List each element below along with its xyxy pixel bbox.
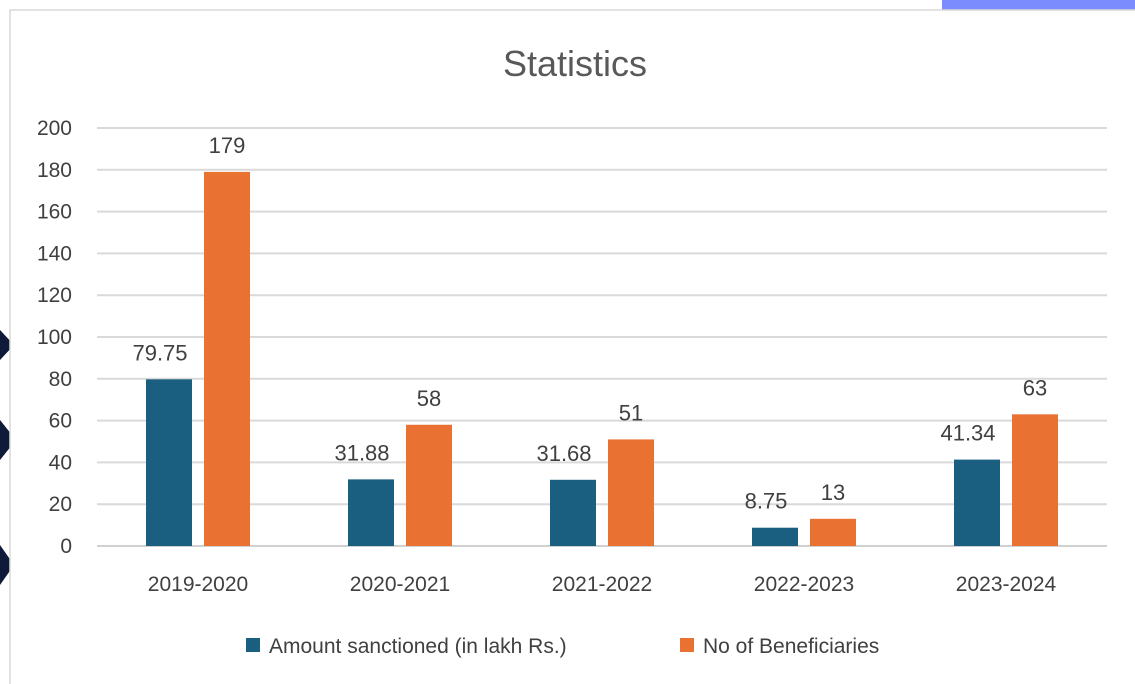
data-label-amount: 31.68 — [536, 441, 591, 466]
x-tick-label: 2023-2024 — [956, 573, 1057, 596]
data-label-beneficiaries: 51 — [619, 400, 643, 425]
page-frame-decoration — [0, 330, 16, 585]
gridlines — [97, 127, 1107, 506]
data-label-amount: 31.88 — [334, 440, 389, 465]
x-tick-label: 2020-2021 — [350, 573, 450, 596]
legend-label: Amount sanctioned (in lakh Rs.) — [269, 635, 567, 658]
y-tick-label: 0 — [60, 535, 72, 558]
bar-amount-2021-2022 — [550, 479, 596, 546]
data-label-beneficiaries: 179 — [209, 133, 246, 158]
bar-beneficiaries-2019-2020 — [204, 171, 250, 546]
legend-item-amount: Amount sanctioned (in lakh Rs.) — [246, 635, 567, 658]
legend: Amount sanctioned (in lakh Rs.) No of Ben… — [246, 635, 879, 658]
y-tick-label: 40 — [49, 451, 72, 474]
data-label-amount: 8.75 — [745, 489, 788, 514]
y-tick-label: 160 — [37, 201, 72, 224]
x-axis-ticks: 2019-2020 2020-2021 2021-2022 2022-2023 2023… — [148, 573, 1057, 596]
bar-amount-2019-2020 — [146, 379, 192, 546]
legend-item-beneficiaries: No of Beneficiaries — [680, 635, 879, 658]
data-label-amount: 41.34 — [940, 421, 995, 446]
bar-beneficiaries-2022-2023 — [810, 518, 856, 546]
data-labels: 79.75 179 31.88 58 31.68 51 8.75 13 41.34 63 — [132, 133, 1047, 514]
x-tick-label: 2021-2022 — [552, 573, 652, 596]
y-tick-label: 120 — [37, 284, 72, 307]
legend-swatch — [680, 638, 694, 652]
chart-frame — [9, 9, 1135, 684]
y-tick-label: 100 — [37, 326, 72, 349]
x-tick-label: 2019-2020 — [148, 573, 248, 596]
y-tick-label: 200 — [37, 117, 72, 140]
legend-swatch — [246, 638, 260, 652]
legend-label: No of Beneficiaries — [703, 635, 879, 658]
bar-beneficiaries-2021-2022 — [608, 439, 654, 546]
data-label-beneficiaries: 58 — [417, 386, 441, 411]
page-accent-strip — [942, 0, 1135, 10]
data-label-beneficiaries: 63 — [1023, 375, 1047, 400]
bar-amount-2023-2024 — [954, 459, 1000, 546]
x-tick-label: 2022-2023 — [754, 573, 854, 596]
y-tick-label: 80 — [49, 368, 72, 391]
bar-amount-2020-2021 — [348, 479, 394, 546]
bar-beneficiaries-2023-2024 — [1012, 414, 1058, 546]
bar-beneficiaries-2020-2021 — [406, 424, 452, 546]
y-tick-label: 140 — [37, 242, 72, 265]
data-label-beneficiaries: 13 — [821, 480, 845, 505]
y-axis-ticks: 0 20 40 60 80 100 120 140 160 180 200 — [37, 117, 72, 558]
data-label-amount: 79.75 — [132, 340, 187, 365]
bars — [146, 171, 1058, 546]
bar-amount-2022-2023 — [752, 527, 798, 546]
y-tick-label: 60 — [49, 410, 72, 433]
chart-title: Statistics — [503, 43, 647, 84]
y-tick-label: 180 — [37, 159, 72, 182]
y-tick-label: 20 — [49, 493, 72, 516]
